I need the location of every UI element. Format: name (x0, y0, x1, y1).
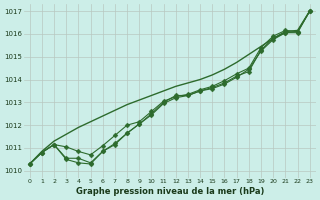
X-axis label: Graphe pression niveau de la mer (hPa): Graphe pression niveau de la mer (hPa) (76, 187, 264, 196)
